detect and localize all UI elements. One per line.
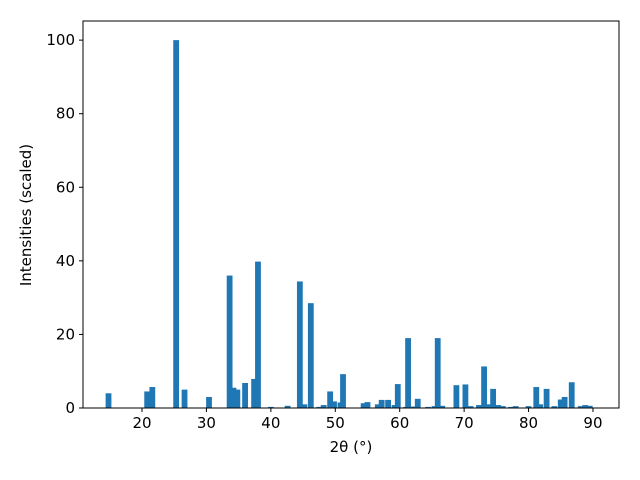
bar (307, 303, 314, 408)
bar (577, 406, 584, 408)
bar (255, 261, 261, 408)
bar (410, 406, 417, 408)
bar (374, 404, 381, 408)
x-tick-label: 90 (583, 414, 602, 432)
bar (331, 401, 337, 408)
bar (267, 406, 274, 408)
bar (181, 389, 188, 408)
x-tick-label: 80 (519, 414, 538, 432)
bar (499, 406, 506, 408)
y-tick-label: 80 (56, 105, 75, 123)
x-tick-label: 20 (132, 414, 151, 432)
x-tick-label: 70 (455, 414, 474, 432)
bar (467, 406, 474, 408)
bar (320, 405, 327, 408)
bar (296, 281, 303, 408)
bar (242, 382, 248, 408)
bar (360, 403, 367, 408)
y-axis-label: Intensities (scaled) (17, 144, 35, 286)
bar (230, 387, 237, 408)
bar (543, 388, 550, 408)
bar (226, 275, 233, 408)
bar (439, 405, 446, 408)
bar (206, 396, 212, 408)
bar (394, 384, 401, 408)
y-tick-label: 20 (56, 325, 75, 343)
bar (557, 399, 564, 408)
y-tick-label: 60 (56, 178, 75, 196)
bar (340, 374, 346, 408)
bar (551, 406, 558, 408)
bar (364, 402, 371, 408)
x-tick-label: 60 (390, 414, 409, 432)
bar (476, 405, 482, 408)
bar (414, 398, 421, 408)
bar (434, 338, 441, 408)
bar (495, 405, 502, 408)
plot-frame (82, 20, 620, 409)
bar (537, 404, 544, 408)
bar (149, 387, 156, 408)
bar (173, 40, 180, 409)
bar (431, 406, 438, 408)
bar (405, 338, 411, 408)
bar (568, 382, 575, 408)
bar (490, 388, 497, 408)
bar (327, 391, 334, 408)
bar (316, 406, 323, 408)
bar (453, 385, 460, 408)
y-tick-label: 100 (46, 31, 75, 49)
bar (425, 406, 431, 408)
bar (485, 404, 491, 408)
x-tick-label: 30 (197, 414, 216, 432)
bar (284, 405, 291, 408)
bar (561, 396, 568, 408)
bar (391, 405, 398, 408)
y-tick-label: 40 (56, 252, 75, 270)
x-tick-label: 40 (261, 414, 280, 432)
bar (385, 399, 392, 408)
bar (144, 391, 151, 408)
bar (378, 399, 385, 408)
bar (462, 384, 469, 408)
bar (582, 405, 589, 408)
bar (105, 393, 112, 408)
x-axis-label: 2θ (°) (330, 438, 373, 456)
bar (533, 387, 540, 408)
x-tick-label: 50 (326, 414, 345, 432)
y-tick-label: 0 (65, 399, 75, 417)
bar (525, 406, 532, 408)
bar (508, 406, 515, 408)
bar (586, 405, 593, 408)
bar (301, 404, 308, 408)
bar (481, 366, 487, 408)
bar (251, 378, 258, 408)
bar (512, 406, 519, 408)
bar (234, 389, 241, 408)
